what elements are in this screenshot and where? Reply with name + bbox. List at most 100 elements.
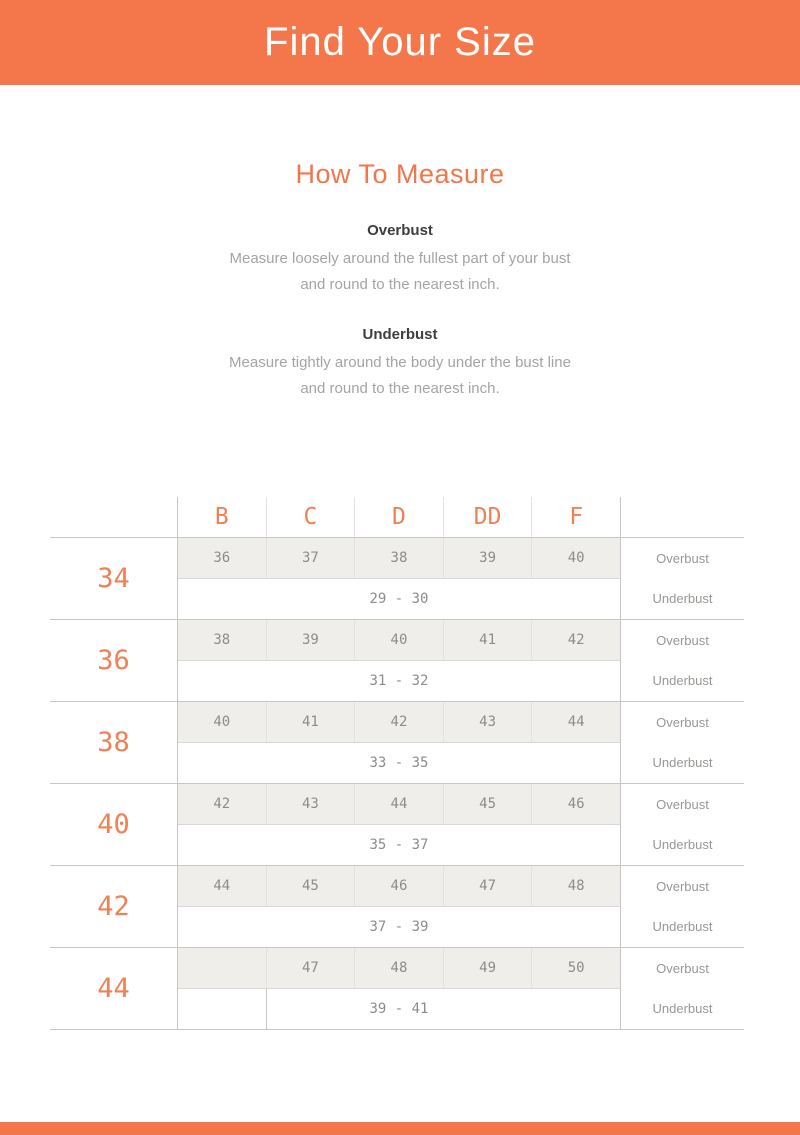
overbust-cell: 39: [265, 620, 355, 660]
overbust-cell: 43: [265, 784, 355, 824]
band-size: 36: [50, 620, 178, 701]
cup-header-row: B C D DD F: [50, 497, 744, 537]
underbust-text-line2: and round to the nearest inch.: [300, 380, 500, 397]
cup-header-c: C: [265, 497, 355, 537]
row-labels: Overbust Underbust: [620, 702, 744, 783]
overbust-heading: Overbust: [367, 222, 433, 239]
overbust-values-row: 47 48 49 50: [178, 948, 620, 989]
underbust-range: 31 - 32: [369, 673, 429, 689]
overbust-cell: 45: [265, 866, 355, 906]
overbust-cell-empty: [178, 948, 266, 988]
overbust-cell: 47: [265, 948, 355, 988]
cups-area: 42 43 44 45 46 35 - 37: [178, 784, 620, 865]
overbust-cell: 48: [354, 948, 443, 988]
overbust-values-row: 40 41 42 43 44: [178, 702, 620, 743]
underbust-label: Underbust: [652, 1001, 713, 1017]
overbust-cell: 45: [442, 784, 532, 824]
page-title: Find Your Size: [264, 20, 536, 64]
how-to-measure-section: How To Measure Overbust Measure loosely …: [0, 159, 800, 402]
cup-headers: B C D DD F: [178, 497, 620, 537]
row-labels: Overbust Underbust: [620, 948, 744, 1029]
underbust-range: 33 - 35: [369, 755, 429, 771]
overbust-cell: 40: [531, 538, 620, 578]
overbust-values-row: 42 43 44 45 46: [178, 784, 620, 825]
overbust-label: Overbust: [656, 550, 709, 566]
overbust-cell: 47: [442, 866, 532, 906]
size-table: B C D DD F 34 36 37 38 39 40 29 - 30: [50, 497, 744, 1030]
overbust-instructions: Overbust Measure loosely around the full…: [0, 222, 800, 298]
band-size: 40: [50, 784, 178, 865]
size-row-38: 38 40 41 42 43 44 33 - 35 Overbust Under…: [50, 701, 744, 783]
band-size: 38: [50, 702, 178, 783]
size-row-36: 36 38 39 40 41 42 31 - 32 Overbust Under…: [50, 619, 744, 701]
overbust-text-line1: Measure loosely around the fullest part …: [229, 250, 571, 267]
overbust-cell: 41: [265, 702, 355, 742]
overbust-cell: 42: [531, 620, 620, 660]
size-row-34: 34 36 37 38 39 40 29 - 30 Overbust Under…: [50, 537, 744, 619]
overbust-cell: 38: [354, 538, 443, 578]
overbust-label: Overbust: [656, 632, 709, 648]
overbust-label: Overbust: [656, 796, 709, 812]
underbust-range-row: 39 - 41: [178, 989, 620, 1029]
how-to-measure-title: How To Measure: [295, 159, 505, 189]
overbust-cell: 48: [531, 866, 620, 906]
overbust-cell: 40: [178, 702, 266, 742]
labels-header-spacer: [620, 497, 744, 537]
underbust-text-line1: Measure tightly around the body under th…: [229, 354, 571, 371]
underbust-label: Underbust: [652, 591, 713, 607]
overbust-label: Overbust: [656, 714, 709, 730]
row-labels: Overbust Underbust: [620, 620, 744, 701]
underbust-label: Underbust: [652, 837, 713, 853]
page-header-banner: Find Your Size: [0, 0, 800, 85]
overbust-cell: 42: [178, 784, 266, 824]
overbust-cell: 44: [178, 866, 266, 906]
underbust-range-row: 37 - 39: [178, 907, 620, 947]
cups-area: 47 48 49 50 39 - 41: [178, 948, 620, 1029]
overbust-values-row: 44 45 46 47 48: [178, 866, 620, 907]
underbust-range: 35 - 37: [369, 837, 429, 853]
underbust-range-row: 31 - 32: [178, 661, 620, 701]
cup-header-b: B: [214, 504, 229, 530]
underbust-label: Underbust: [652, 755, 713, 771]
cup-header-dd: DD: [442, 497, 532, 537]
underbust-heading: Underbust: [362, 326, 438, 343]
cup-header-f: F: [531, 497, 620, 537]
overbust-cell: 40: [354, 620, 443, 660]
band-header-spacer: [50, 497, 178, 537]
overbust-cell: 38: [178, 620, 266, 660]
underbust-range: 37 - 39: [369, 919, 429, 935]
cups-area: 44 45 46 47 48 37 - 39: [178, 866, 620, 947]
cups-area: 40 41 42 43 44 33 - 35: [178, 702, 620, 783]
size-row-40: 40 42 43 44 45 46 35 - 37 Overbust Under…: [50, 783, 744, 865]
overbust-text: Measure loosely around the fullest part …: [0, 246, 800, 298]
underbust-range: 29 - 30: [369, 591, 429, 607]
row-labels: Overbust Underbust: [620, 866, 744, 947]
overbust-cell: 44: [531, 702, 620, 742]
row-labels: Overbust Underbust: [620, 784, 744, 865]
overbust-label: Overbust: [656, 960, 709, 976]
size-row-42: 42 44 45 46 47 48 37 - 39 Overbust Under…: [50, 865, 744, 947]
cups-area: 36 37 38 39 40 29 - 30: [178, 538, 620, 619]
overbust-cell: 44: [354, 784, 443, 824]
cup-header-d: D: [354, 497, 443, 537]
overbust-cell: 37: [265, 538, 355, 578]
underbust-range-row: 29 - 30: [178, 579, 620, 619]
overbust-label: Overbust: [656, 878, 709, 894]
underbust-instructions: Underbust Measure tightly around the bod…: [0, 326, 800, 402]
underbust-range-row: 35 - 37: [178, 825, 620, 865]
underbust-range-row: 33 - 35: [178, 743, 620, 783]
underbust-label: Underbust: [652, 673, 713, 689]
overbust-cell: 50: [531, 948, 620, 988]
overbust-cell: 46: [531, 784, 620, 824]
overbust-cell: 46: [354, 866, 443, 906]
overbust-text-line2: and round to the nearest inch.: [300, 276, 500, 293]
underbust-label: Underbust: [652, 919, 713, 935]
size-row-44: 44 47 48 49 50 39 - 41 Overbust Underbus…: [50, 947, 744, 1029]
band-size: 34: [50, 538, 178, 619]
overbust-cell: 43: [442, 702, 532, 742]
band-size: 44: [50, 948, 178, 1029]
underbust-text: Measure tightly around the body under th…: [0, 350, 800, 402]
overbust-cell: 41: [442, 620, 532, 660]
overbust-cell: 36: [178, 538, 266, 578]
